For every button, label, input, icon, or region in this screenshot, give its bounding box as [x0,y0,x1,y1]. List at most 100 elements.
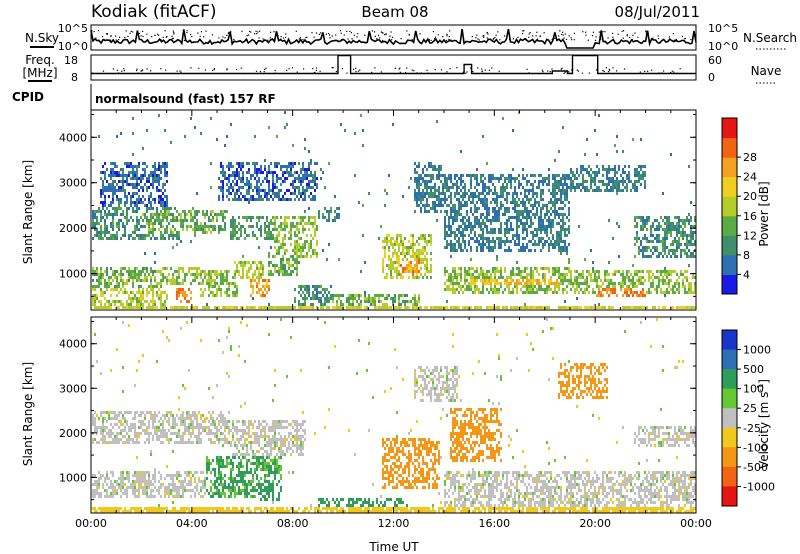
data-cell [208,285,210,288]
data-cell [284,273,286,276]
data-cell [526,216,528,219]
data-cell [130,306,132,309]
data-cell [364,261,366,264]
data-cell [164,168,166,171]
nave-dot [213,68,215,70]
data-cell [476,276,478,279]
data-cell [238,216,240,219]
data-cell [468,225,470,228]
data-cell [268,222,270,225]
data-cell [568,231,570,234]
data-cell [286,216,288,219]
data-cell [144,300,146,303]
data-cell [140,225,142,228]
data-cell [158,213,160,216]
data-cell [416,300,418,303]
data-cell [132,282,134,285]
data-cell [466,201,468,204]
data-cell [216,270,218,273]
data-cell [584,186,586,189]
data-cell [382,294,384,297]
data-cell [334,210,336,213]
noise-search-dot [273,31,275,33]
data-cell [518,249,520,252]
data-cell [424,258,426,261]
data-cell [294,186,296,189]
data-cell [636,186,638,189]
data-cell [422,192,424,195]
nave-dot [581,72,583,74]
data-cell [96,285,98,288]
data-cell [242,171,244,174]
data-cell [504,249,506,252]
data-cell [536,306,538,309]
data-cell [638,282,640,285]
data-cell [106,213,108,216]
data-cell [294,216,296,219]
data-cell [312,237,314,240]
data-cell [122,279,124,282]
data-cell [304,288,306,291]
data-cell [482,189,484,192]
data-cell [306,240,308,243]
data-cell [642,255,644,258]
data-cell [390,297,392,300]
data-cell [124,192,126,195]
data-cell [140,237,142,240]
data-cell [322,306,324,309]
nave-dot [260,72,262,74]
data-cell [640,249,642,252]
data-cell [148,303,150,306]
data-cell [262,189,264,192]
data-cell [396,306,398,309]
data-cell [148,291,150,294]
data-cell [634,171,636,174]
data-cell [632,294,634,297]
data-cell [292,225,294,228]
data-cell [534,243,536,246]
data-cell [234,231,236,234]
data-cell [414,168,416,171]
data-cell [650,276,652,279]
data-cell [484,282,486,285]
data-cell [136,204,138,207]
data-cell [478,240,480,243]
data-cell [658,234,660,237]
data-cell [576,177,578,180]
data-cell [484,243,486,246]
data-cell [422,276,424,279]
data-cell [400,264,402,267]
data-cell [554,216,556,219]
data-cell [170,306,172,309]
noise-search-dot [652,37,654,39]
data-cell [562,207,564,210]
data-cell [324,303,326,306]
data-cell [546,228,548,231]
data-cell [148,207,150,210]
data-cell [160,279,162,282]
data-cell [450,192,452,195]
data-cell [100,213,102,216]
data-cell [170,231,172,234]
data-cell [246,198,248,201]
data-cell [540,195,542,198]
data-cell [580,288,582,291]
data-cell [142,306,144,309]
noise-search-dot [138,32,141,34]
noise-search-dot [558,35,560,37]
data-cell [308,243,310,246]
data-cell [524,276,526,279]
data-cell [638,306,640,309]
data-cell [558,234,560,237]
data-cell [508,240,510,243]
data-cell [516,219,518,222]
data-cell [278,231,280,234]
data-cell [306,168,308,171]
data-cell [502,195,504,198]
data-cell [382,303,384,306]
nave-dot [413,70,415,72]
data-cell [164,195,166,198]
noise-search-dot [622,37,624,39]
data-cell [178,270,180,273]
data-cell [310,162,312,165]
